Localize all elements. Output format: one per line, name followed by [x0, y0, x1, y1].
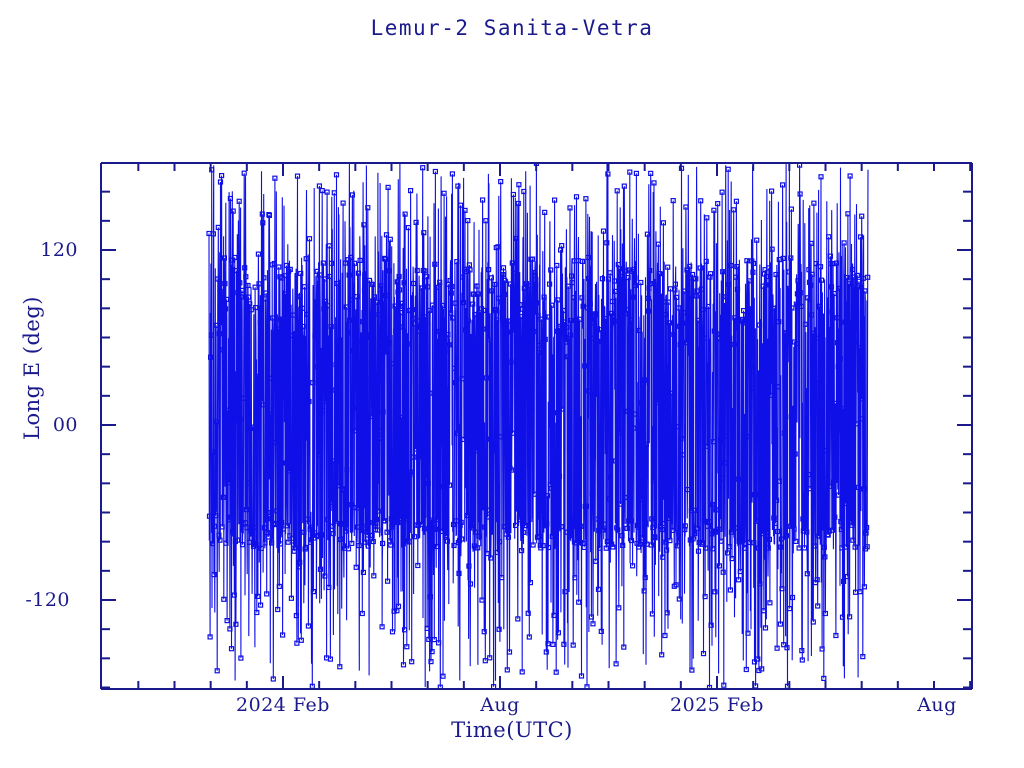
x-tick-label-aug-2025: Aug: [917, 694, 957, 716]
y-tick-label-neg120: -120: [25, 589, 70, 611]
data-series-long-e: [206, 163, 871, 689]
x-axis-title: Time(UTC): [451, 718, 573, 742]
x-tick-label-2024-feb: 2024 Feb: [236, 694, 330, 716]
x-tick-label-aug-2024: Aug: [480, 694, 520, 716]
y-tick-label-00: 00: [52, 414, 78, 436]
y-tick-label-120: 120: [40, 239, 78, 261]
x-tick-label-2025-feb: 2025 Feb: [670, 694, 764, 716]
page-title: Lemur-2 Sanita-Vetra: [370, 16, 654, 40]
axes-frame: [100, 162, 973, 690]
